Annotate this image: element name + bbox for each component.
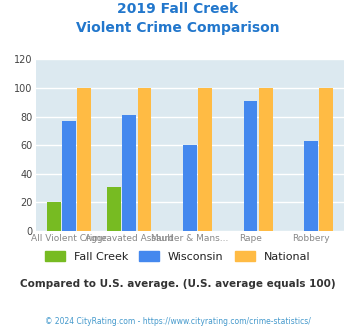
Text: 2019 Fall Creek: 2019 Fall Creek: [117, 2, 238, 16]
Text: Compared to U.S. average. (U.S. average equals 100): Compared to U.S. average. (U.S. average …: [20, 279, 335, 289]
Bar: [304, 141, 318, 231]
Bar: [244, 101, 257, 231]
Legend: Fall Creek, Wisconsin, National: Fall Creek, Wisconsin, National: [42, 248, 313, 266]
Text: © 2024 CityRating.com - https://www.cityrating.com/crime-statistics/: © 2024 CityRating.com - https://www.city…: [45, 317, 310, 326]
Bar: [122, 115, 136, 231]
Text: Violent Crime Comparison: Violent Crime Comparison: [76, 21, 279, 35]
Bar: [137, 88, 152, 231]
Bar: [259, 88, 273, 231]
Bar: [198, 88, 212, 231]
Bar: [183, 145, 197, 231]
Bar: [107, 187, 121, 231]
Bar: [77, 88, 91, 231]
Bar: [47, 202, 61, 231]
Bar: [319, 88, 333, 231]
Bar: [62, 121, 76, 231]
